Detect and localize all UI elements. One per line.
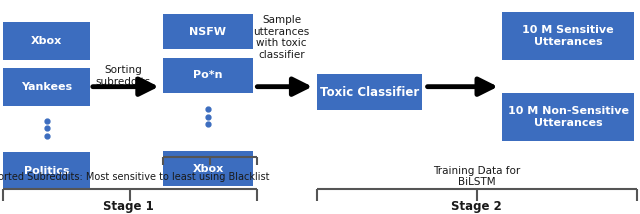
FancyBboxPatch shape bbox=[502, 12, 634, 60]
FancyBboxPatch shape bbox=[502, 93, 634, 141]
Text: Stage 1: Stage 1 bbox=[102, 200, 154, 213]
Text: Sorting
subreddits: Sorting subreddits bbox=[95, 65, 150, 87]
Text: Stage 2: Stage 2 bbox=[451, 200, 502, 213]
Text: 10 M Sensitive
Utterances: 10 M Sensitive Utterances bbox=[522, 25, 614, 47]
FancyBboxPatch shape bbox=[163, 58, 253, 93]
Text: Sorted Subreddits: Most sensitive to least using Blacklist: Sorted Subreddits: Most sensitive to lea… bbox=[0, 172, 270, 181]
FancyBboxPatch shape bbox=[3, 22, 90, 60]
Text: Training Data for
BiLSTM: Training Data for BiLSTM bbox=[433, 166, 520, 187]
FancyBboxPatch shape bbox=[3, 152, 90, 189]
FancyBboxPatch shape bbox=[317, 74, 422, 110]
Text: Po*n: Po*n bbox=[193, 70, 223, 80]
Text: Sample
utterances
with toxic
classifier: Sample utterances with toxic classifier bbox=[253, 15, 310, 60]
Text: Xbox: Xbox bbox=[193, 163, 223, 174]
Text: Yankees: Yankees bbox=[21, 82, 72, 92]
FancyBboxPatch shape bbox=[3, 68, 90, 106]
FancyBboxPatch shape bbox=[163, 14, 253, 49]
Text: 10 M Non-Sensitive
Utterances: 10 M Non-Sensitive Utterances bbox=[508, 106, 628, 128]
Text: Xbox: Xbox bbox=[31, 36, 62, 46]
Text: Politics: Politics bbox=[24, 166, 69, 176]
Text: Toxic Classifier: Toxic Classifier bbox=[320, 86, 419, 98]
FancyBboxPatch shape bbox=[163, 151, 253, 186]
Text: NSFW: NSFW bbox=[189, 27, 227, 37]
